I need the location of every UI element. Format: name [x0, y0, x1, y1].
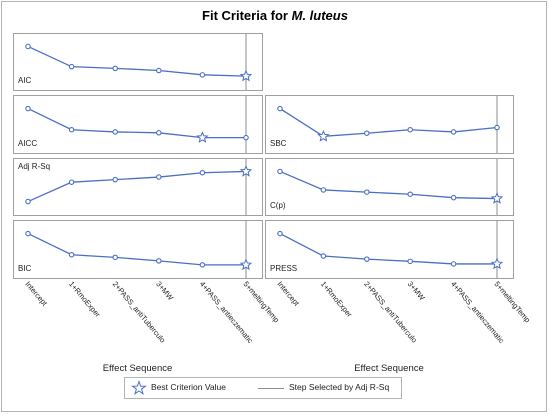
series-line-c-p: [279, 170, 498, 200]
point-c-p-3: [407, 191, 413, 197]
panel-bic: [13, 220, 263, 279]
series-line-aic: [27, 45, 247, 77]
series-line-press: [279, 233, 497, 265]
panel-label-bic: BIC: [18, 264, 32, 273]
point-aicc-1: [68, 126, 75, 133]
best-star-bic: [239, 258, 253, 271]
x-tick-0-0: Intercept: [23, 280, 49, 309]
point-c-p-1: [320, 187, 327, 193]
x-tick-0-1: 1+RmoExper: [67, 280, 102, 320]
point-sbc-4: [450, 129, 457, 135]
point-bic-2: [112, 254, 118, 261]
best-star-press: [490, 257, 504, 270]
point-adj-r-sq-0: [25, 198, 31, 205]
point-aic-3: [156, 67, 162, 74]
panel-label-c-p: C(p): [270, 201, 286, 210]
point-aicc-0: [25, 105, 31, 112]
point-aicc-2: [112, 129, 118, 135]
chart-title-species: M. luteus: [291, 8, 348, 23]
x-axis-title-0: Effect Sequence: [103, 363, 173, 374]
best-star-c-p: [490, 192, 504, 204]
series-line-adj-r-sq: [27, 170, 247, 203]
point-press-2: [364, 256, 370, 262]
point-adj-r-sq-4: [199, 169, 206, 176]
legend-step-label: Step Selected by Adj R-Sq: [289, 382, 390, 392]
panel-adj-r-sq: [13, 158, 263, 216]
x-tick-1-1: 1+RmoExper: [319, 280, 354, 320]
point-sbc-5: [494, 124, 500, 131]
x-tick-0-3: 3+MW: [154, 280, 176, 303]
point-bic-0: [25, 230, 31, 237]
x-tick-1-3: 3+MW: [406, 280, 428, 303]
point-bic-1: [68, 251, 75, 258]
point-bic-3: [156, 258, 162, 264]
point-c-p-0: [277, 168, 283, 175]
point-press-1: [320, 253, 327, 259]
point-aic-1: [68, 63, 75, 70]
point-adj-r-sq-2: [112, 176, 118, 183]
point-press-3: [407, 258, 413, 265]
point-aicc-3: [156, 130, 162, 136]
best-star-aic: [239, 69, 253, 82]
point-aic-2: [112, 65, 118, 72]
point-aicc-5: [243, 134, 249, 141]
best-star-sbc: [317, 129, 330, 142]
panel-label-aic: AIC: [18, 76, 32, 85]
panel-aic: [13, 33, 263, 91]
panel-label-aicc: AICC: [18, 139, 37, 148]
chart-title-prefix: Fit Criteria for: [202, 8, 292, 23]
x-tick-1-0: Intercept: [275, 280, 301, 309]
panel-press: [265, 220, 514, 279]
point-c-p-2: [364, 189, 370, 195]
x-tick-0-5: 5+meltingTemp: [241, 280, 281, 325]
point-sbc-2: [364, 130, 370, 136]
x-tick-1-5: 5+meltingTemp: [492, 280, 532, 325]
point-c-p-4: [450, 194, 457, 201]
panel-c-p: [265, 158, 514, 216]
point-press-0: [277, 230, 283, 237]
point-sbc-0: [277, 105, 283, 112]
panel-label-press: PRESS: [270, 264, 297, 273]
point-sbc-3: [407, 126, 413, 133]
star-icon: [131, 380, 147, 396]
legend-best-label: Best Criterion Value: [151, 382, 226, 392]
panel-label-sbc: SBC: [270, 139, 287, 148]
series-line-bic: [27, 233, 246, 266]
panel-sbc: [265, 95, 514, 154]
point-press-4: [450, 261, 457, 267]
point-aic-0: [25, 43, 31, 50]
chart-title: Fit Criteria for M. luteus: [0, 8, 550, 23]
point-adj-r-sq-3: [156, 174, 162, 180]
panel-label-adj-r-sq: Adj R-Sq: [18, 162, 50, 171]
series-line-sbc: [279, 108, 498, 137]
panel-aicc: [13, 95, 263, 154]
point-adj-r-sq-1: [68, 179, 75, 185]
point-bic-4: [199, 262, 206, 268]
best-star-adj-r-sq: [239, 164, 253, 177]
legend: Best Criterion Value Step Selected by Ad…: [124, 377, 402, 399]
point-aic-4: [199, 72, 206, 78]
legend-step-line: [258, 388, 284, 389]
best-star-aicc: [196, 131, 209, 143]
x-axis-title-1: Effect Sequence: [354, 363, 424, 374]
series-line-aicc: [27, 108, 246, 139]
